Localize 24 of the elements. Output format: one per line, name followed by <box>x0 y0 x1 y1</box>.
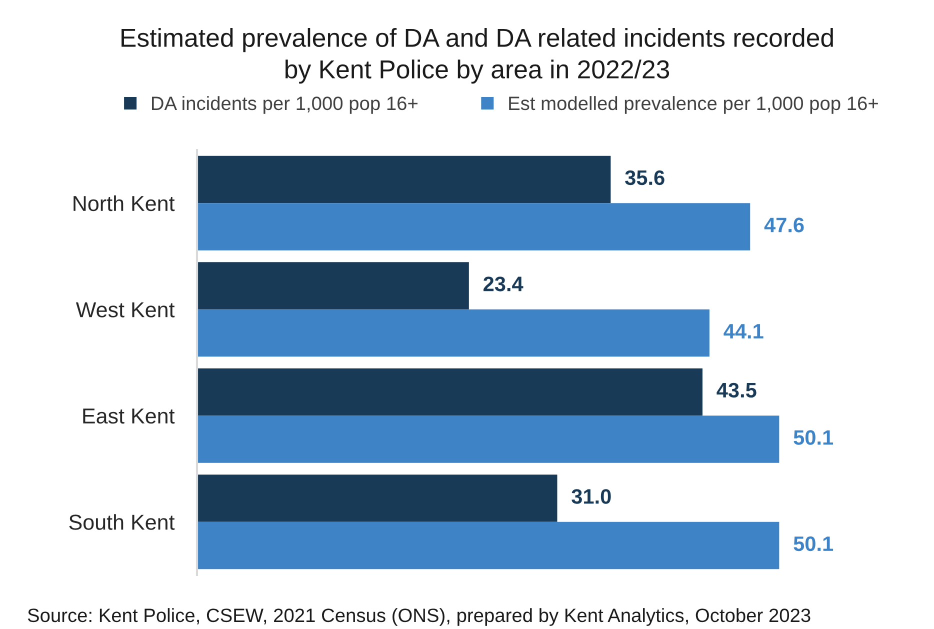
bar <box>197 368 702 416</box>
data-label: 31.0 <box>572 489 611 504</box>
data-label: 47.6 <box>764 218 804 232</box>
legend-label: DA incidents per 1,000 pop 16+ <box>152 96 418 114</box>
data-label: 35.6 <box>625 170 664 186</box>
data-label: 50.1 <box>794 536 834 552</box>
bar <box>197 416 780 463</box>
bar <box>197 309 710 357</box>
bar <box>197 203 750 250</box>
y-tick-label: West Kent <box>76 302 175 318</box>
y-tick-label: North Kent <box>74 195 175 212</box>
y-tick-label: East Kent <box>83 408 175 424</box>
legend-label: Est modelled prevalence per 1,000 pop 16+ <box>509 96 878 114</box>
y-tick-label: South Kent <box>69 514 175 530</box>
data-label: 23.4 <box>484 276 524 292</box>
bar <box>197 474 558 522</box>
source-note: Source: Kent Police, CSEW, 2021 Census (ONS), prepared by Kent Analytics, October 2023 <box>28 608 810 626</box>
chart-title: Estimated prevalence of DA and DA related incidents recorded by Kent Police by area in 2022/23 <box>122 28 833 84</box>
data-label: 44.1 <box>724 324 764 338</box>
bar <box>197 156 611 204</box>
bar <box>197 262 469 310</box>
bar <box>197 522 780 570</box>
data-label: 50.1 <box>794 430 834 445</box>
data-label: 43.5 <box>716 382 756 398</box>
